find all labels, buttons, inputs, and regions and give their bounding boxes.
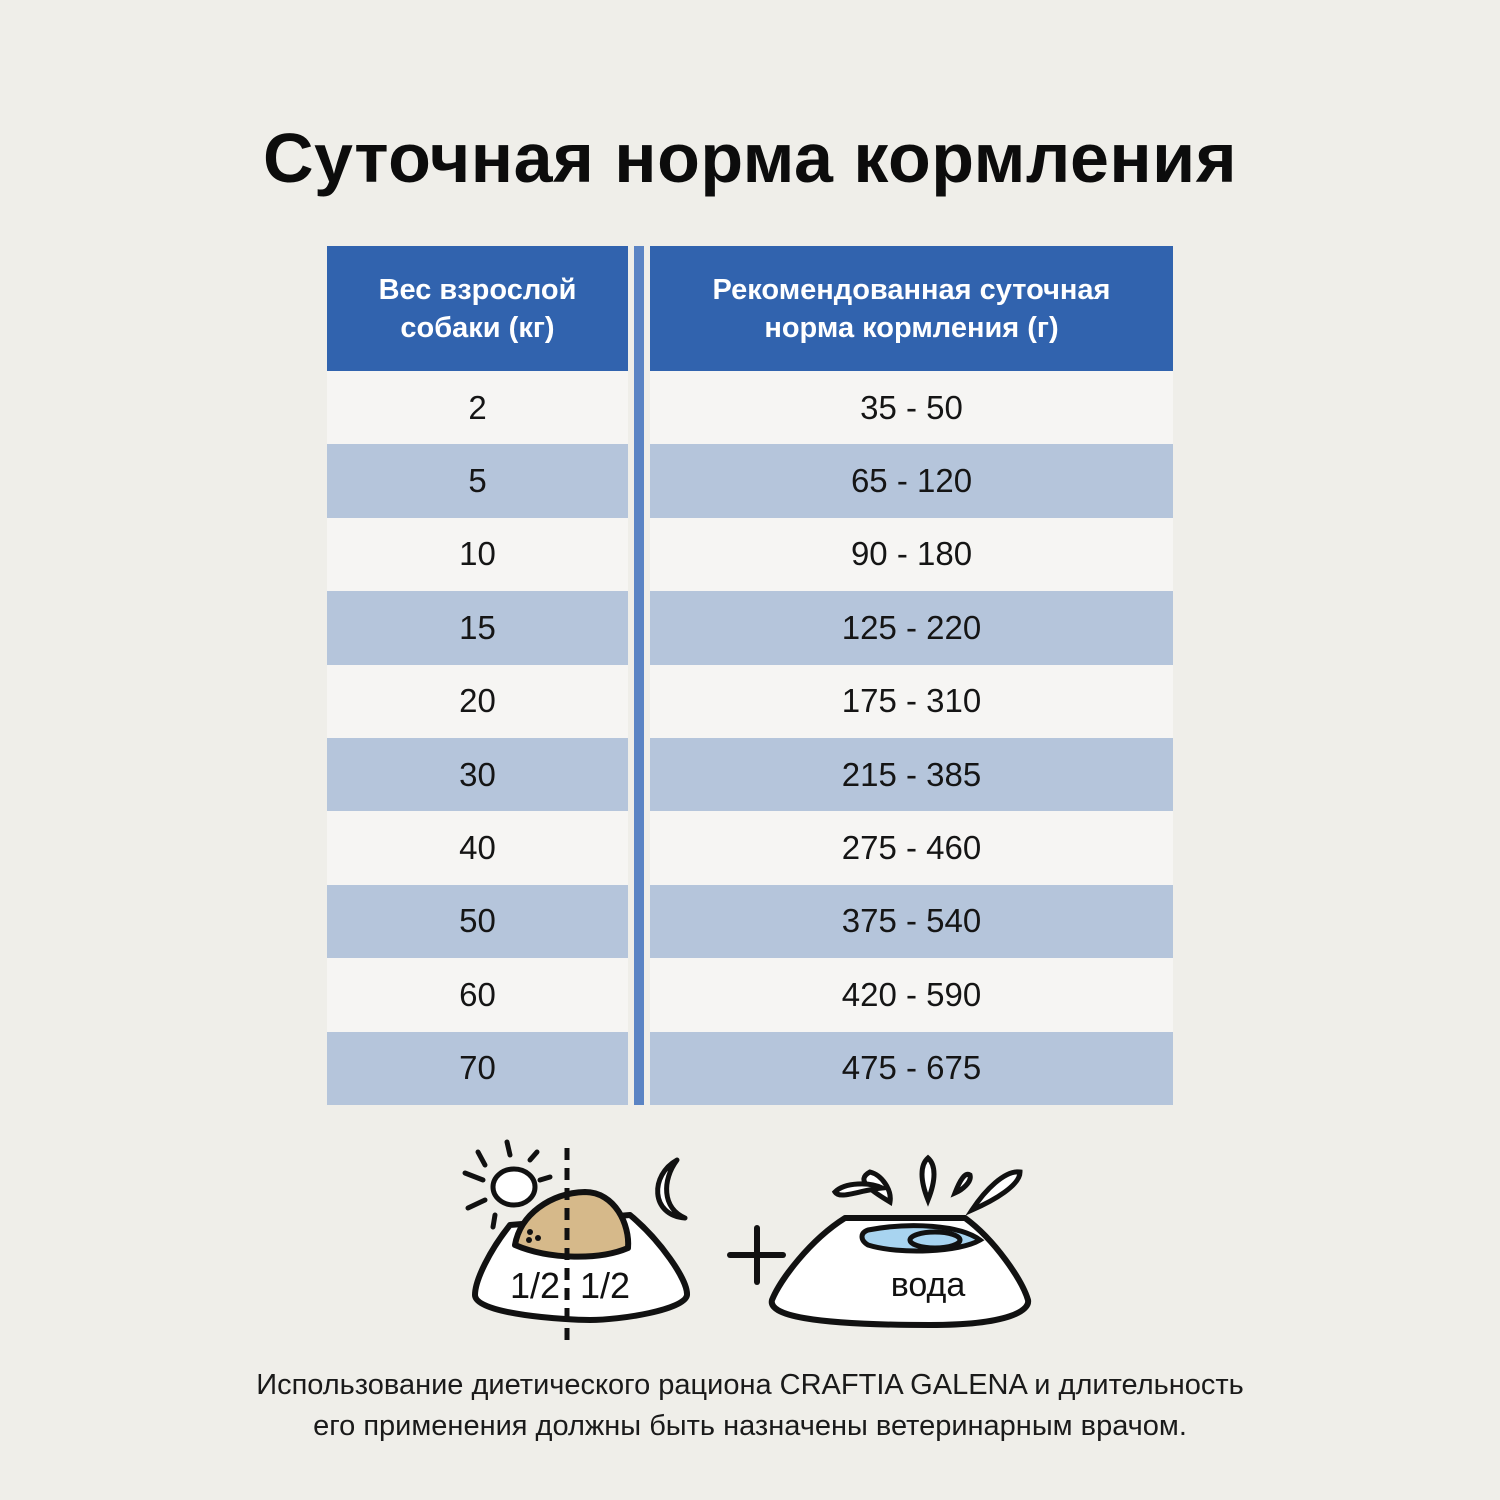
norm-cell: 90 - 180 <box>650 517 1173 592</box>
table-row: 2 35 - 50 <box>327 371 1173 445</box>
norm-cell: 215 - 385 <box>650 737 1173 812</box>
weight-cell: 20 <box>327 664 628 738</box>
feeding-table: Вес взрослой собаки (кг) Рекомендованная… <box>327 246 1173 1105</box>
weight-cell: 60 <box>327 958 628 1032</box>
water-label: вода <box>891 1266 966 1304</box>
norm-cell: 35 - 50 <box>650 371 1173 445</box>
moon-icon <box>655 1157 688 1221</box>
weight-cell: 15 <box>327 591 628 665</box>
weight-cell: 40 <box>327 811 628 885</box>
sun-icon <box>462 1139 553 1230</box>
table-row: 20 175 - 310 <box>327 664 1173 738</box>
weight-cell: 50 <box>327 884 628 959</box>
weight-cell: 10 <box>327 517 628 592</box>
disclaimer-line-1: Использование диетического рациона CRAFT… <box>256 1369 1244 1401</box>
norm-cell: 375 - 540 <box>650 884 1173 959</box>
food-half-left: 1/2 <box>510 1265 560 1306</box>
disclaimer-line-2: его применения должны быть назначены вет… <box>313 1410 1187 1442</box>
table-row: 10 90 - 180 <box>327 517 1173 592</box>
norm-cell: 125 - 220 <box>650 591 1173 665</box>
food-half-right: 1/2 <box>580 1265 630 1306</box>
weight-cell: 2 <box>327 371 628 445</box>
food-bowl-icon: 1/2 1/2 <box>472 1148 690 1345</box>
norm-cell: 65 - 120 <box>650 444 1173 518</box>
norm-cell: 175 - 310 <box>650 664 1173 738</box>
disclaimer: Использование диетического рациона CRAFT… <box>0 1365 1500 1447</box>
table-row: 15 125 - 220 <box>327 591 1173 665</box>
weight-cell: 5 <box>327 444 628 518</box>
header-weight: Вес взрослой собаки (кг) <box>327 246 628 371</box>
water-bowl-icon: вода <box>768 1154 1032 1328</box>
table-row: 30 215 - 385 <box>327 737 1173 812</box>
table-row: 40 275 - 460 <box>327 811 1173 885</box>
norm-cell: 275 - 460 <box>650 811 1173 885</box>
norm-cell: 475 - 675 <box>650 1031 1173 1105</box>
table-row: 50 375 - 540 <box>327 884 1173 959</box>
weight-cell: 70 <box>327 1031 628 1105</box>
feeding-illustration: 1/2 1/2 вода <box>462 1139 1032 1345</box>
table-row: 5 65 - 120 <box>327 444 1173 518</box>
table-row: 70 475 - 675 <box>327 1031 1173 1105</box>
weight-cell: 30 <box>327 737 628 812</box>
table-row: 60 420 - 590 <box>327 958 1173 1032</box>
column-divider <box>634 246 644 1105</box>
plus-icon <box>727 1225 786 1285</box>
header-daily-norm: Рекомендованная суточная норма кормления… <box>650 246 1173 371</box>
page-title: Суточная норма кормления <box>262 119 1238 197</box>
table-header: Вес взрослой собаки (кг) Рекомендованная… <box>327 246 1173 371</box>
norm-cell: 420 - 590 <box>650 958 1173 1032</box>
